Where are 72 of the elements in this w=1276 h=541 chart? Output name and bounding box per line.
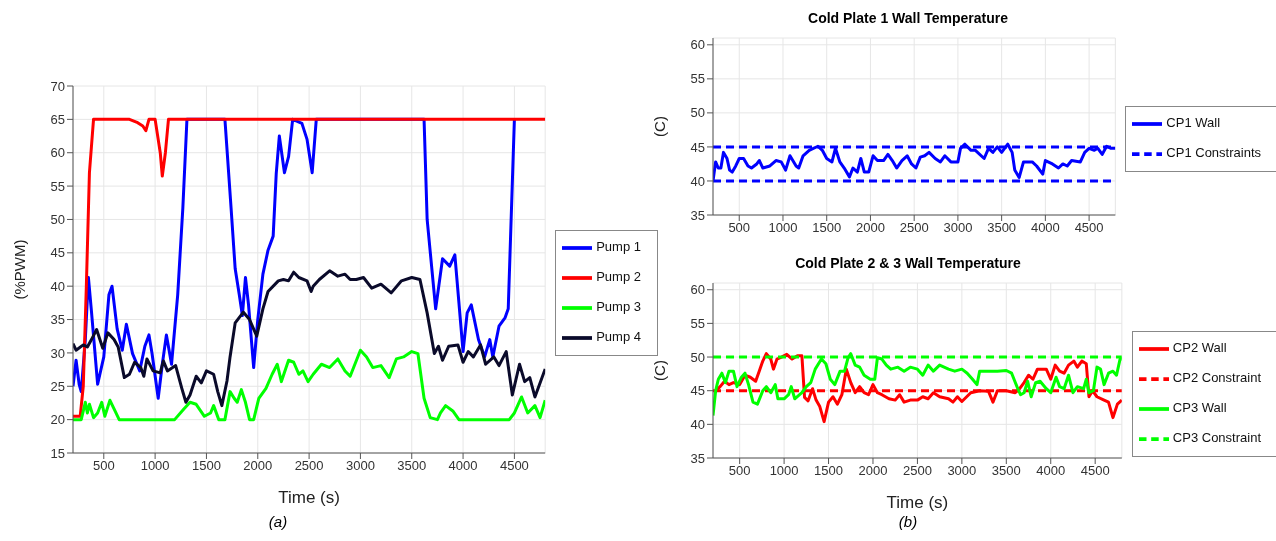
y-axis-title: (%PWM) (11, 239, 29, 300)
y-tick-label: 50 (50, 212, 65, 228)
x-tick-label: 1000 (769, 463, 799, 479)
x-tick-label: 2000 (858, 463, 888, 479)
legend-label: CP2 Constraint (1172, 370, 1261, 386)
legend-label: Pump 1 (596, 239, 641, 255)
y-tick-label: 50 (690, 349, 705, 365)
x-tick-label: 2500 (294, 458, 324, 474)
x-tick-label: 3500 (397, 458, 427, 474)
chart-title: Cold Plate 2 & 3 Wall Temperature (794, 255, 1022, 271)
y-tick-label: 35 (690, 450, 705, 466)
y-tick-label: 15 (50, 445, 65, 461)
x-tick-label: 500 (728, 463, 751, 479)
x-tick-label: 4500 (499, 458, 529, 474)
y-tick-label: 35 (50, 312, 65, 328)
x-tick-label: 4000 (1036, 463, 1066, 479)
y-tick-label: 50 (690, 105, 705, 121)
y-tick-label: 70 (50, 78, 65, 94)
x-tick-label: 1500 (812, 220, 842, 236)
line-series (73, 269, 546, 408)
x-tick-label: 2500 (902, 463, 932, 479)
x-tick-label: 500 (728, 220, 751, 236)
x-axis-title: Time (s) (278, 488, 340, 507)
y-tick-label: 55 (690, 316, 705, 331)
y-tick-label: 20 (50, 412, 65, 428)
x-tick-label: 4000 (448, 458, 478, 474)
x-tick-label: 2000 (243, 458, 273, 474)
line-series (73, 348, 546, 422)
x-tick-label: 2000 (855, 220, 885, 236)
x-tick-label: 4500 (1074, 220, 1104, 236)
text: (b) (897, 513, 919, 530)
x-axis-title: Time (s) (886, 493, 949, 512)
y-tick-label: 60 (690, 37, 705, 53)
text: (a) (267, 513, 289, 530)
legend-label: CP1 Constraints (1166, 145, 1261, 161)
x-tick-label: 3500 (991, 463, 1021, 479)
y-axis-title: (C) (651, 360, 669, 381)
x-tick-label: 1000 (768, 220, 798, 236)
y-tick-label: 60 (50, 145, 65, 161)
x-tick-label: 1500 (191, 458, 221, 474)
x-tick-label: 1500 (814, 463, 843, 479)
y-tick-label: 40 (690, 416, 705, 432)
legend-label: CP3 Wall (1172, 400, 1227, 416)
y-tick-label: 60 (690, 282, 705, 298)
x-tick-label: 3000 (943, 220, 973, 236)
legend-label: Pump 3 (596, 299, 641, 315)
legend-label: CP2 Wall (1172, 340, 1227, 356)
y-tick-label: 55 (50, 178, 65, 194)
x-tick-label: 4000 (1030, 220, 1060, 236)
legend-label: CP3 Constraint (1172, 430, 1261, 446)
y-tick-label: 35 (690, 207, 705, 223)
y-tick-label: 45 (50, 245, 65, 261)
x-tick-label: 3000 (345, 458, 375, 474)
x-tick-label: 2500 (899, 220, 929, 236)
y-tick-label: 30 (50, 345, 65, 361)
legend-label: Pump 4 (596, 329, 641, 345)
y-tick-label: 25 (50, 378, 65, 394)
chart-title: Cold Plate 1 Wall Temperature (807, 10, 1009, 26)
y-tick-label: 55 (690, 71, 705, 87)
y-tick-label: 40 (690, 173, 705, 189)
y-tick-label: 40 (50, 278, 65, 294)
y-tick-label: 45 (690, 139, 705, 155)
y-tick-label: 45 (690, 383, 705, 399)
x-tick-label: 4500 (1080, 463, 1110, 479)
y-tick-label: 65 (50, 111, 65, 127)
x-tick-label: 3000 (947, 463, 977, 479)
legend-label: CP1 Wall (1166, 115, 1221, 131)
x-tick-label: 3500 (987, 220, 1017, 236)
x-tick-label: 1000 (140, 458, 170, 474)
y-axis-title: (C) (651, 116, 669, 137)
x-tick-label: 500 (92, 458, 115, 474)
legend-label: Pump 2 (596, 269, 641, 285)
